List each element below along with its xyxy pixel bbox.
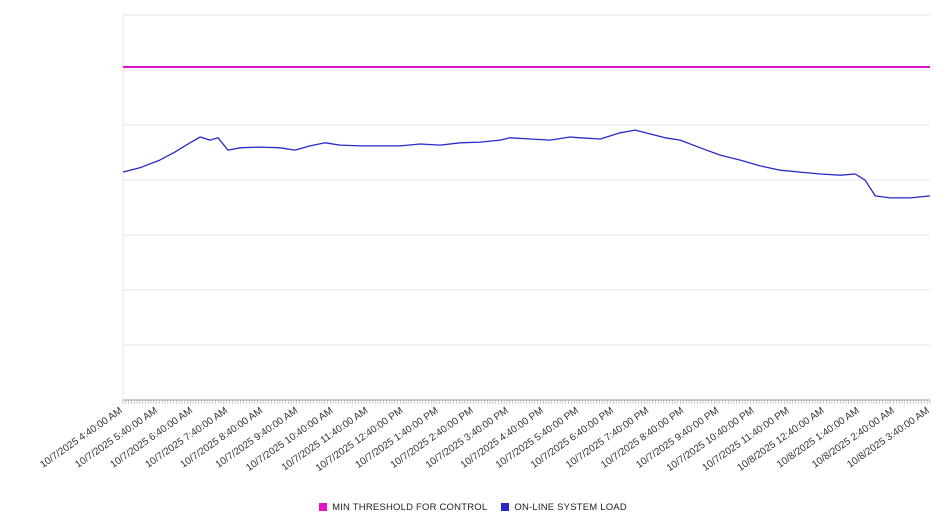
load-line (122, 129, 931, 199)
load-swatch (501, 503, 510, 511)
legend-item-load: ON-LINE SYSTEM LOAD (501, 502, 627, 513)
legend-item-threshold: MIN THRESHOLD FOR CONTROL (319, 502, 487, 513)
threshold-swatch (319, 503, 328, 511)
chart-legend: MIN THRESHOLD FOR CONTROL ON-LINE SYSTEM… (0, 498, 946, 516)
legend-label-threshold: MIN THRESHOLD FOR CONTROL (332, 501, 488, 513)
legend-label-load: ON-LINE SYSTEM LOAD (514, 501, 627, 513)
